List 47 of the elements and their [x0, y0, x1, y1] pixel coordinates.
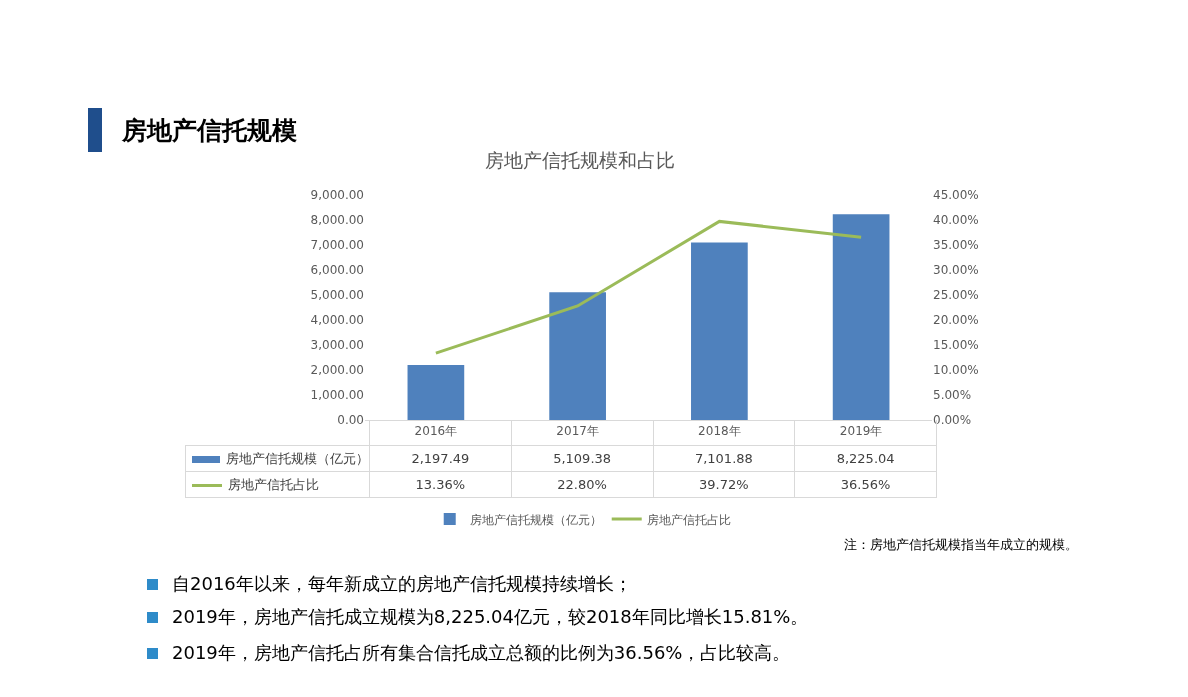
bar [691, 242, 748, 420]
y2-tick-label: 10.00% [933, 363, 979, 378]
line-series [434, 219, 863, 355]
text: 房地产信托占比 [228, 476, 319, 492]
y2-tick-label: 25.00% [933, 288, 979, 303]
text: 房地产信托规模（亿元） [469, 512, 602, 527]
data-label: 22.80% [511, 471, 653, 498]
data-label: 7,101.88 [653, 445, 795, 472]
y-tick-label: 6,000.00 [310, 263, 364, 278]
y-tick-label: 9,000.00 [310, 188, 364, 203]
y-tick-label: 5,000.00 [310, 288, 364, 303]
y2-tick-label: 15.00% [933, 338, 979, 353]
data-label: 8,225.04 [794, 445, 937, 472]
text: 自2016年以来，每年新成立的房地产信托规模持续增长； [172, 572, 632, 596]
bar [549, 292, 606, 420]
data-label: 5,109.38 [511, 445, 653, 472]
y2-tick-label: 35.00% [933, 238, 979, 253]
y2-tick-label: 40.00% [933, 213, 979, 228]
chart-subtitle: 房地产信托规模和占比 [484, 148, 675, 171]
text: 2019年，房地产信托占所有集合信托成立总额的比例为36.56%，占比较高。 [172, 641, 791, 665]
y-tick-label: 4,000.00 [310, 313, 364, 328]
text: 2019年，房地产信托成立规模为8,225.04亿元，较2018年同比增长15.81%。 [172, 605, 809, 629]
y2-tick-label: 0.00% [933, 413, 972, 428]
x-tick-label: 2017年 [556, 424, 599, 439]
bar [407, 365, 465, 420]
y2-tick-label: 20.00% [933, 313, 979, 328]
y-tick-label: 7,000.00 [310, 238, 364, 253]
data-label: 13.36% [369, 471, 512, 498]
data-label: 39.72% [653, 471, 795, 498]
legend-label: 房地产信托规模（亿元） [226, 450, 369, 466]
y-tick-label: 3,000.00 [310, 338, 364, 353]
data-label: 2,197.49 [369, 445, 512, 472]
y2-tick-label: 30.00% [933, 263, 979, 278]
data-label: 36.56% [794, 471, 937, 498]
text: 注：房地产信托规模指当年成立的规模。 [844, 536, 1078, 554]
x-tick-label: 2018年 [698, 424, 741, 439]
bar [832, 214, 890, 420]
y-tick-label: 8,000.00 [310, 213, 364, 228]
y-tick-label: 0.00 [337, 413, 364, 428]
y-tick-label: 2,000.00 [310, 363, 364, 378]
y-tick-label: 1,000.00 [310, 388, 364, 403]
y2-tick-label: 45.00% [933, 188, 979, 203]
chart-title: 房地产信托规模 [122, 114, 297, 147]
y2-tick-label: 5.00% [933, 388, 972, 403]
x-tick-label: 2016年 [414, 424, 458, 439]
legend-label: 房地产信托占比 [646, 512, 731, 527]
x-tick-label: 2019年 [839, 424, 883, 439]
